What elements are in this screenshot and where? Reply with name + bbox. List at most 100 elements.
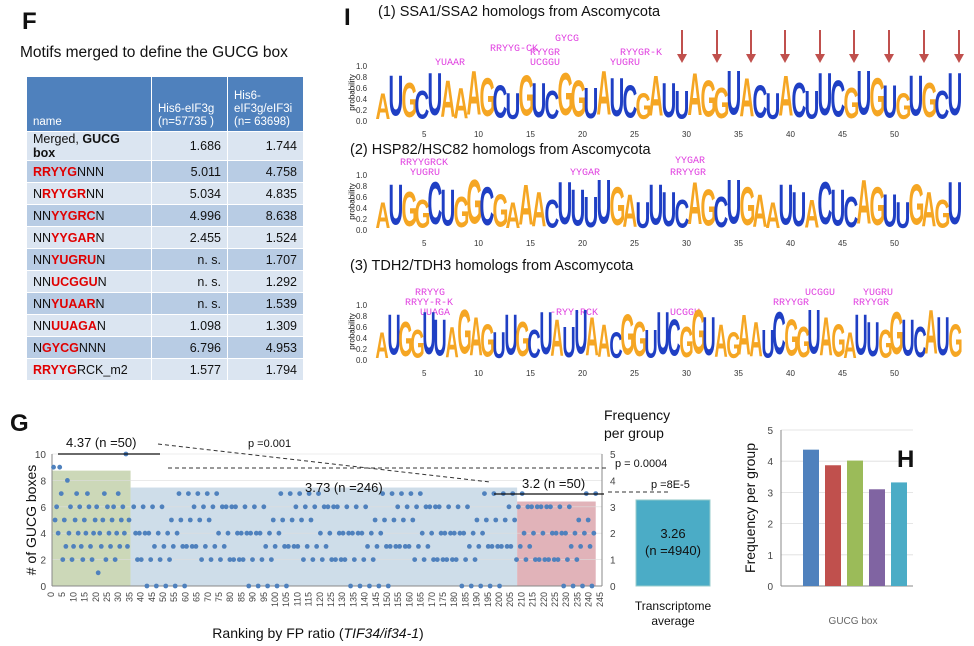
x-tick: 235 (572, 592, 582, 607)
scatter-point (138, 557, 144, 562)
logo-letter: G (679, 318, 694, 365)
scatter-point (167, 557, 172, 562)
scatter-point (297, 491, 303, 496)
x-tick: 85 (236, 592, 246, 602)
group-label-top: 4.37 (n =50) (66, 435, 136, 450)
scatter-point (423, 504, 429, 510)
scatter-point (291, 544, 297, 549)
scatter-point (108, 544, 113, 549)
scatter-point (521, 530, 527, 536)
logo-xtick: 50 (890, 369, 899, 378)
logo-letter: A (468, 306, 483, 365)
scatter-point (306, 491, 312, 496)
value-cell-col2: 4.835 (227, 182, 304, 205)
motif-post-part: NNN (78, 340, 106, 355)
scatter-point (336, 530, 342, 536)
logo-letter: C (427, 175, 443, 235)
logo-letter: C (674, 191, 690, 235)
x-tick: 110 (292, 592, 302, 606)
scatter-point (314, 544, 320, 549)
motif-label: -RYY-RCK (550, 308, 599, 319)
logo-letter: A (749, 312, 763, 365)
scatter-point (455, 504, 461, 510)
scatter-point (195, 491, 201, 496)
scatter-point (78, 544, 84, 549)
motif-label: RRYYGR (773, 298, 810, 309)
scatter-point (544, 504, 550, 510)
scatter-point (150, 504, 155, 510)
scatter-point (406, 544, 412, 549)
table-row: Merged, GUCG box 1.686 1.744 (26, 131, 304, 161)
scatter-point (391, 517, 397, 523)
scatter-point (557, 504, 563, 510)
logo-letter: U (856, 66, 872, 126)
value-cell-col1: 5.011 (151, 160, 228, 183)
scatter-point (478, 583, 484, 589)
scatter-point (376, 583, 382, 589)
logo-letter: G (515, 312, 530, 365)
logo-letter: G (632, 312, 647, 365)
motif-name-cell: NGYCGNNN (26, 336, 152, 359)
logo-letter: U (609, 67, 625, 126)
scatter-point (585, 517, 591, 523)
scatter-point (289, 517, 295, 523)
scatter-point (457, 530, 463, 536)
logo-letter: A (622, 185, 638, 235)
avg-box-value: 3.26 (660, 526, 685, 541)
x-tick: 45 (147, 592, 157, 602)
logo-ytick: 1.0 (356, 171, 368, 180)
scatter-point (367, 583, 372, 589)
scatter-point (570, 583, 576, 589)
logo-letter: G (796, 318, 811, 365)
scatter-point (255, 583, 261, 589)
logo-letter: U (908, 66, 924, 126)
logo-letter: A (375, 325, 389, 365)
scatter-point (429, 530, 435, 536)
logo-letter: U (440, 179, 456, 235)
scatter-point (408, 491, 414, 496)
scatter-point (293, 504, 299, 510)
value-cell-col2: 1.292 (227, 270, 304, 293)
x-tick: 240 (584, 592, 594, 607)
scatter-point (231, 557, 237, 562)
value-cell-col1: 5.034 (151, 182, 228, 205)
scatter-point (92, 517, 98, 523)
logo-letter: G (557, 66, 574, 126)
x-tick: 75 (214, 592, 224, 602)
logo-letter: G (889, 305, 904, 365)
right-ytick: 3 (610, 503, 616, 514)
x-tick: 120 (315, 592, 325, 607)
scatter-point (178, 517, 184, 523)
logo-letter: G (609, 176, 626, 235)
h-bar (869, 489, 885, 586)
logo-letter: A (714, 315, 728, 365)
scatter-point (233, 504, 238, 510)
logo-letter: A (687, 175, 703, 235)
motif-pre-part: NN (33, 252, 52, 267)
x-tick: 15 (80, 592, 90, 602)
logo-letter: U (791, 182, 807, 235)
scatter-point (399, 491, 404, 496)
logo-letter: U (583, 188, 599, 235)
logo-letter: U (807, 305, 822, 365)
p-value-1: p =0.001 (248, 438, 291, 450)
motif-label: RRYYGRCK (400, 158, 449, 169)
scatter-point (374, 544, 380, 549)
logo-letter: U (901, 309, 915, 365)
scatter-point (487, 583, 493, 589)
logo-letter: G (843, 79, 860, 126)
scatter-point (261, 504, 267, 510)
scatter-point (465, 504, 470, 510)
motif-red-part: YUAAR (51, 296, 96, 311)
motif-pre-part: NN (33, 296, 52, 311)
motif-label: UCGGU (805, 288, 836, 299)
scatter-point (115, 491, 121, 496)
scatter-point (270, 517, 276, 523)
right-ytick: 0 (610, 582, 616, 593)
scatter-point (112, 557, 118, 562)
scatter-point (451, 530, 457, 536)
x-tick: 30 (113, 592, 123, 602)
motif-post-part: NNN (77, 164, 105, 179)
x-tick: 205 (505, 592, 515, 607)
